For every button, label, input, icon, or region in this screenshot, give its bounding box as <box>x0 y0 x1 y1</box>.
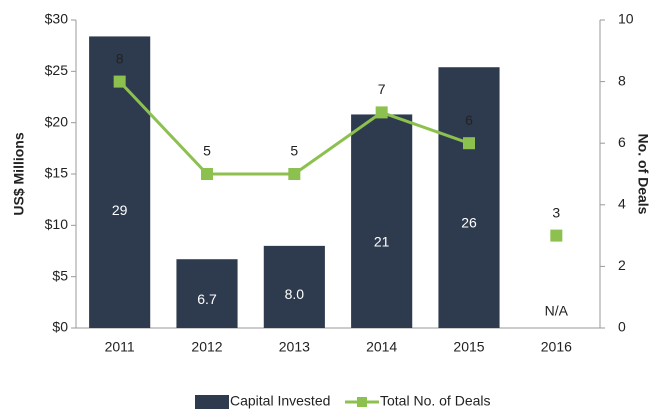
y-tick-label: $5 <box>52 267 68 283</box>
line-marker <box>375 106 388 119</box>
line-value-label: 5 <box>203 143 211 159</box>
x-tick-label: 2011 <box>105 339 135 355</box>
y-tick-label: $10 <box>45 216 69 232</box>
line-value-label: 3 <box>552 204 560 220</box>
bar <box>351 114 413 328</box>
legend-swatch <box>195 395 229 409</box>
bar <box>176 259 238 328</box>
y-tick-label: $30 <box>45 11 69 27</box>
y2-tick-label: 2 <box>618 257 626 273</box>
legend-label: Total No. of Deals <box>380 393 491 409</box>
bar-value-label: 29 <box>112 202 128 218</box>
y-tick-label: $0 <box>52 319 68 335</box>
bar-value-label: 26 <box>461 214 477 230</box>
y2-tick-label: 6 <box>618 134 626 150</box>
bar-value-label: N/A <box>545 303 569 319</box>
line-marker <box>201 168 213 180</box>
bar-value-label: 8.0 <box>285 286 305 302</box>
y2-tick-label: 0 <box>618 319 626 335</box>
line-segment <box>381 110 470 145</box>
bar-value-label: 21 <box>374 233 390 249</box>
y-tick-label: $25 <box>45 62 69 78</box>
line-value-label: 6 <box>465 112 473 128</box>
y-axis-title: US$ Millions <box>11 132 27 215</box>
y-tick-label: $15 <box>45 165 69 181</box>
line-value-label: 8 <box>116 50 124 66</box>
x-tick-label: 2012 <box>191 339 222 355</box>
legend-label: Capital Invested <box>230 393 330 409</box>
y2-tick-label: 10 <box>618 11 634 27</box>
bar-value-label: 6.7 <box>197 291 217 307</box>
bar <box>438 67 500 328</box>
line-marker <box>550 229 563 242</box>
line-segment <box>118 80 209 176</box>
y2-axis-title: No. of Deals <box>635 134 651 215</box>
line-marker <box>288 168 301 180</box>
bar <box>263 245 325 328</box>
line-marker <box>113 75 126 88</box>
line-value-label: 5 <box>290 143 298 159</box>
y2-tick-label: 8 <box>618 72 626 88</box>
y2-tick-label: 4 <box>618 196 626 212</box>
legend-marker <box>357 397 367 407</box>
x-tick-label: 2014 <box>366 339 397 355</box>
x-tick-label: 2015 <box>453 339 484 355</box>
line-value-label: 7 <box>378 81 386 97</box>
line-segment <box>293 111 383 176</box>
y-tick-label: $20 <box>45 113 69 129</box>
line-marker <box>463 137 475 150</box>
x-tick-label: 2013 <box>279 339 310 355</box>
x-tick-label: 2016 <box>541 339 572 355</box>
